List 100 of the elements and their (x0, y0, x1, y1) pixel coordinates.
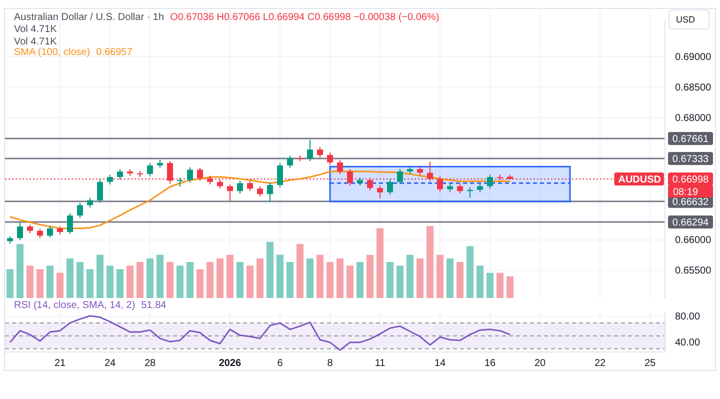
bar (176, 266, 184, 298)
y-tick-label: 0.69000 (675, 52, 712, 63)
candlestick (147, 162, 153, 177)
candlestick (177, 177, 183, 188)
candlestick (337, 159, 343, 174)
bar (396, 266, 404, 298)
y-tick-label: 40.00 (675, 338, 700, 349)
candlestick (277, 162, 283, 188)
candlestick (257, 186, 263, 198)
bar (86, 269, 94, 298)
candlestick (17, 222, 23, 240)
bar (226, 254, 234, 298)
x-tick-label: 14 (434, 358, 446, 370)
bar (106, 266, 114, 298)
bar (316, 254, 324, 298)
bar (156, 254, 164, 298)
bar (76, 262, 84, 298)
bar (286, 262, 294, 298)
candlestick (327, 152, 333, 166)
bar (236, 262, 244, 298)
bar (126, 266, 134, 298)
annotation: Vol 4.71K (14, 36, 58, 48)
candlestick (237, 180, 243, 194)
candlestick (267, 182, 273, 203)
bar (196, 269, 204, 298)
bar (336, 258, 344, 298)
bar (116, 269, 124, 298)
x-tick-label: 24 (104, 358, 116, 370)
y-axis-title: USD (676, 14, 696, 25)
candlestick (307, 139, 313, 162)
ref-line-label: 0.66294 (672, 217, 710, 228)
ref-line-label: 0.66998 (672, 174, 710, 186)
annotation: AUDUSD (618, 174, 661, 186)
bar (186, 262, 194, 298)
bar (486, 272, 494, 298)
bar (276, 254, 284, 298)
candlestick (457, 183, 463, 194)
bar (266, 242, 274, 298)
bar (206, 262, 214, 298)
line-series (9, 315, 511, 351)
candlestick (487, 174, 493, 190)
bar (256, 258, 264, 298)
bar (136, 262, 144, 298)
bar (166, 262, 174, 298)
candlestick (97, 178, 103, 204)
annotation: O0.67036 H0.67066 L0.66994 C0.66998 −0.00038 (−0.06%) (170, 12, 440, 23)
text: SMA (100, close) (14, 47, 90, 58)
bar (506, 276, 514, 298)
annotation: Vol 4.71K (14, 24, 58, 35)
bar (306, 258, 314, 298)
bar (426, 226, 434, 298)
bar (416, 258, 424, 298)
ref-line-label: 0.67661 (672, 134, 710, 145)
x-tick-label: 28 (144, 358, 156, 370)
bar (326, 262, 334, 298)
candlestick (377, 185, 383, 199)
bar (466, 246, 474, 298)
bar (456, 262, 464, 298)
x-tick-label: 20 (534, 358, 546, 370)
bar (46, 266, 54, 298)
bar (376, 228, 384, 298)
bar (216, 258, 224, 298)
text: 08:19 (673, 186, 698, 198)
candlestick (117, 168, 123, 180)
bar (296, 244, 304, 298)
candlestick (47, 225, 53, 238)
bar (56, 272, 64, 298)
x-tick-label: 16 (484, 358, 496, 370)
bar (406, 254, 414, 298)
chart-title: Australian Dollar / U.S. Dollar · 1h (14, 12, 164, 23)
bar (16, 244, 24, 298)
x-tick-label: 22 (594, 358, 606, 370)
bar (146, 258, 154, 298)
bar (246, 266, 254, 298)
x-tick-label: 25 (644, 358, 656, 370)
candlestick (287, 155, 293, 168)
y-tick-label: 0.68000 (675, 112, 712, 124)
x-tick-label: 21 (54, 358, 66, 370)
y-tick-label: 0.66000 (675, 235, 712, 246)
candlestick (67, 212, 73, 234)
ref-line-label: 0.66632 (672, 196, 710, 208)
candlestick (397, 168, 403, 185)
y-tick-label: 0.65500 (675, 266, 712, 277)
x-tick-label: 8 (327, 358, 334, 370)
bar (26, 266, 34, 298)
candlestick (387, 178, 393, 196)
bar (436, 254, 444, 298)
x-tick-label: 2026 (218, 358, 242, 370)
series-label: RSI (14, close, SMA, 14, 2) (14, 300, 136, 311)
bar (96, 254, 104, 298)
candlestick (77, 202, 83, 218)
candlestick (107, 174, 113, 185)
bar (6, 269, 14, 298)
bar (386, 262, 394, 298)
bar (346, 266, 354, 298)
y-tick-label: 80.00 (675, 312, 700, 323)
bar (36, 269, 44, 298)
bar (476, 266, 484, 298)
bar (496, 272, 504, 298)
bar (366, 254, 374, 298)
